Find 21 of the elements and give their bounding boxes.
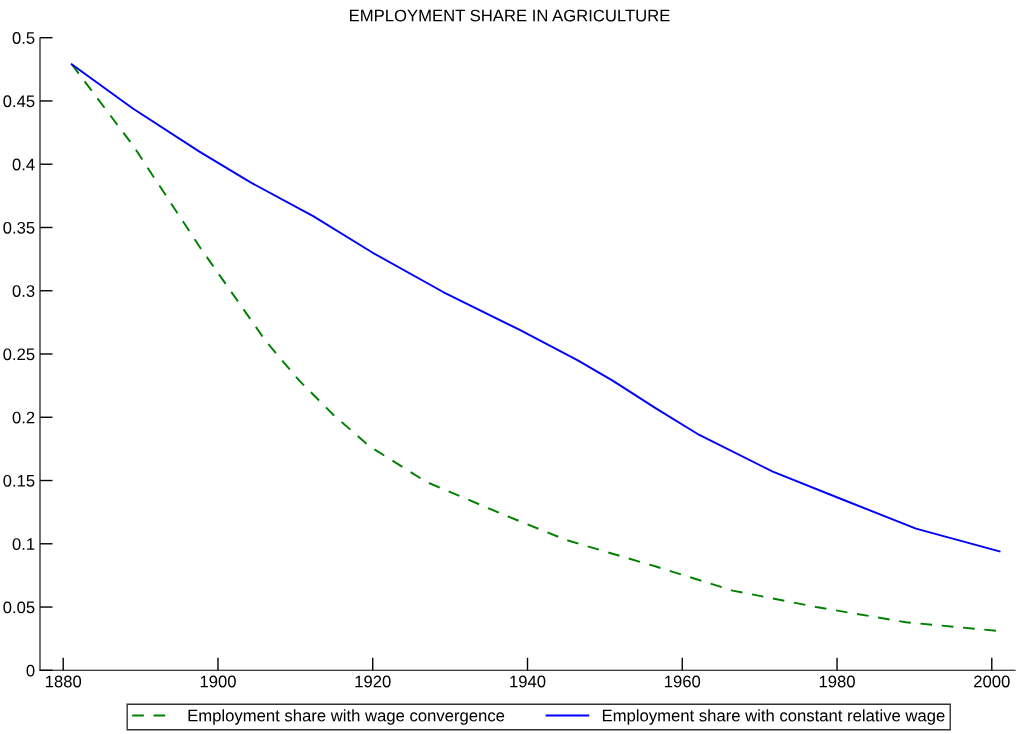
y-tick-label: 0.3 [12, 285, 35, 297]
legend-label: Employment share with wage convergence [188, 709, 505, 725]
x-tick-label: 2000 [974, 675, 1010, 688]
x-tick-label: 1960 [665, 675, 701, 688]
y-tick-label: 0.05 [3, 601, 35, 614]
y-tick-label: 0.35 [3, 221, 35, 234]
y-tick-label: 0.4 [12, 158, 35, 171]
y-tick-label: 0.1 [12, 538, 35, 550]
y-tick-label: 0.45 [3, 95, 35, 108]
y-tick-label: 0.25 [3, 348, 35, 361]
y-tick-label: 0.15 [3, 474, 35, 487]
x-tick-label: 1940 [510, 675, 546, 688]
x-tick-label: 1920 [355, 675, 391, 688]
legend-label: Employment share with constant relative wage [602, 709, 945, 725]
x-tick-label: 1980 [819, 675, 855, 688]
x-tick-label: 1900 [200, 675, 236, 688]
y-tick-label: 0 [26, 664, 35, 677]
y-tick-label: 0.2 [12, 411, 35, 424]
chart-title: EMPLOYMENT SHARE IN AGRICULTURE [350, 9, 670, 22]
y-tick-label: 0.5 [12, 32, 35, 44]
x-tick-label: 1880 [45, 675, 82, 688]
